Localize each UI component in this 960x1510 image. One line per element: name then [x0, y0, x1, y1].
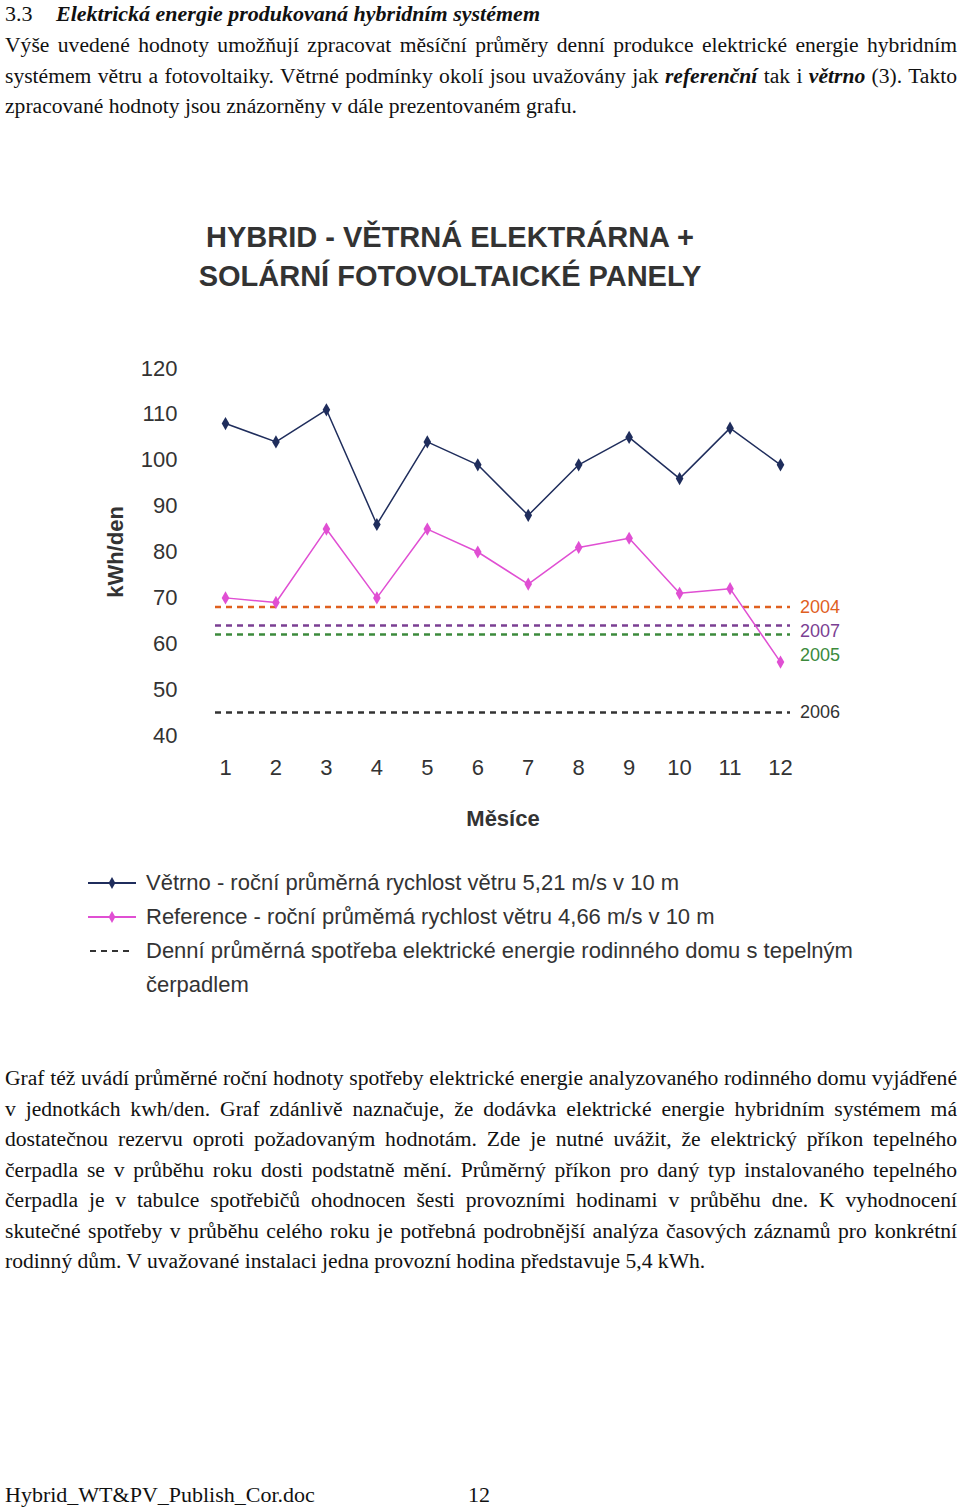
svg-text:110: 110 — [142, 401, 177, 426]
svg-text:7: 7 — [522, 755, 534, 780]
html-text:SOLÁRNÍ FOTOVOLTAICKÉ PANELY: SOLÁRNÍ FOTOVOLTAICKÉ PANELY — [198, 260, 702, 292]
svg-text:2005: 2005 — [800, 645, 840, 665]
svg-text:70: 70 — [153, 585, 177, 610]
html-text:Výše uvedené hodnoty umožňují: Výše uvedené hodnoty umožňují zpracovat … — [5, 33, 957, 118]
svg-text:2007: 2007 — [800, 621, 840, 641]
svg-text:Měsíce: Měsíce — [466, 806, 539, 831]
svg-text:2006: 2006 — [800, 702, 840, 722]
svg-text:120: 120 — [141, 356, 178, 381]
svg-text:3: 3 — [320, 755, 332, 780]
html-text:Elektrická energie produkovaná: Elektrická energie produkovaná hybridním… — [56, 1, 540, 26]
svg-text:50: 50 — [153, 677, 177, 702]
html-text:Reference - roční průměmá rych: Reference - roční průměmá rychlost větru… — [146, 904, 715, 929]
svg-text:4: 4 — [371, 755, 383, 780]
svg-text:12: 12 — [768, 755, 792, 780]
html-text:12: 12 — [468, 1482, 490, 1507]
svg-text:9: 9 — [623, 755, 635, 780]
svg-text:11: 11 — [719, 755, 742, 780]
html-text:Hybrid_WT&PV_Publish_Cor.doc: Hybrid_WT&PV_Publish_Cor.doc — [5, 1482, 315, 1507]
svg-text:100: 100 — [141, 447, 178, 472]
html-text:HYBRID - VĚTRNÁ ELEKTRÁRNA +: HYBRID - VĚTRNÁ ELEKTRÁRNA + — [206, 221, 694, 253]
html-text:Denní průměrná spotřeba elektr: Denní průměrná spotřeba elektrické energ… — [146, 938, 853, 997]
svg-text:8: 8 — [573, 755, 585, 780]
svg-text:5: 5 — [421, 755, 433, 780]
svg-text:40: 40 — [153, 723, 177, 748]
svg-text:60: 60 — [153, 631, 177, 656]
svg-text:2: 2 — [270, 755, 282, 780]
svg-text:kWh/den: kWh/den — [103, 506, 128, 598]
html-text:Větrno - roční průměrná rychlo: Větrno - roční průměrná rychlost větru 5… — [146, 870, 680, 895]
svg-text:90: 90 — [153, 493, 177, 518]
svg-text:2004: 2004 — [800, 597, 840, 617]
svg-text:6: 6 — [472, 755, 484, 780]
svg-text:10: 10 — [667, 755, 691, 780]
html-text:Graf též uvádí průměrné roční: Graf též uvádí průměrné roční hodnoty sp… — [5, 1066, 957, 1273]
html-text:3.3: 3.3 — [5, 1, 33, 26]
svg-text:1: 1 — [219, 755, 231, 780]
svg-text:80: 80 — [153, 539, 177, 564]
